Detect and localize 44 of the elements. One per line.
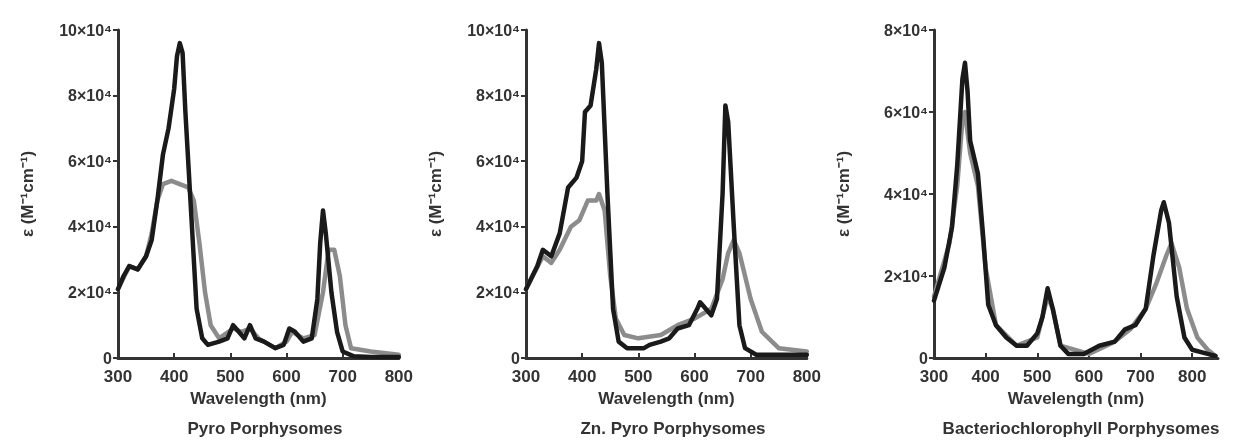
y-tick-label: 4×10⁴ [68, 218, 113, 236]
text: Bacteriochlorophyll Porphysomes [942, 419, 1220, 438]
y-tick-label: 2×10⁴ [68, 283, 113, 301]
x-tick-label: 700 [1126, 367, 1155, 386]
x-tick-label: 400 [159, 367, 189, 386]
y-tick-label: 6×10⁴ [884, 103, 929, 121]
x-tick-label: 600 [272, 367, 301, 386]
y-tick-label: 4×10⁴ [884, 185, 929, 203]
x-tick-label: 400 [971, 367, 1000, 386]
x-tick-label: 300 [919, 367, 949, 386]
y-tick-label: 4×10⁴ [476, 218, 521, 236]
y-tick-label: 8×10⁴ [884, 21, 929, 39]
y-axis-title: ε (M⁻¹cm⁻¹) [426, 150, 445, 238]
x-tick-label: 500 [216, 367, 245, 386]
x-tick-label: 800 [384, 367, 414, 386]
text: Zn. Pyro Porphysomes [580, 419, 766, 438]
y-tick-label: 8×10⁴ [476, 87, 521, 105]
x-tick-label: 600 [680, 367, 709, 386]
y-tick-label: 0 [511, 349, 521, 367]
y-tick-label: 0 [103, 349, 113, 367]
y-tick-label: 2×10⁴ [476, 283, 521, 301]
x-tick-label: 300 [103, 367, 133, 386]
x-tick-label: 800 [792, 367, 822, 386]
x-tick-label: 700 [328, 367, 357, 386]
x-tick-label: 800 [1177, 367, 1207, 386]
x-tick-label: 500 [624, 367, 653, 386]
y-tick-label: 8×10⁴ [68, 87, 113, 105]
x-tick-label: 600 [1074, 367, 1104, 386]
y-axis-title: ε (M⁻¹cm⁻¹) [834, 150, 853, 238]
y-tick-label: 10×10⁴ [467, 21, 521, 39]
y-tick-label: 0 [919, 349, 929, 367]
x-tick-label: 400 [567, 367, 597, 386]
text: Pyro Porphysomes [187, 419, 343, 438]
y-axis-title: ε (M⁻¹cm⁻¹) [18, 150, 37, 238]
x-tick-label: 500 [1023, 367, 1052, 386]
y-tick-label: 6×10⁴ [68, 152, 113, 170]
x-tick-label: 700 [736, 367, 765, 386]
x-axis-title: Wavelength (nm) [190, 389, 327, 408]
x-tick-label: 300 [511, 367, 541, 386]
x-axis-title: Wavelength (nm) [1007, 389, 1145, 408]
y-tick-label: 6×10⁴ [476, 152, 521, 170]
y-tick-label: 2×10⁴ [884, 267, 929, 285]
y-tick-label: 10×10⁴ [59, 21, 113, 39]
x-axis-title: Wavelength (nm) [598, 389, 735, 408]
